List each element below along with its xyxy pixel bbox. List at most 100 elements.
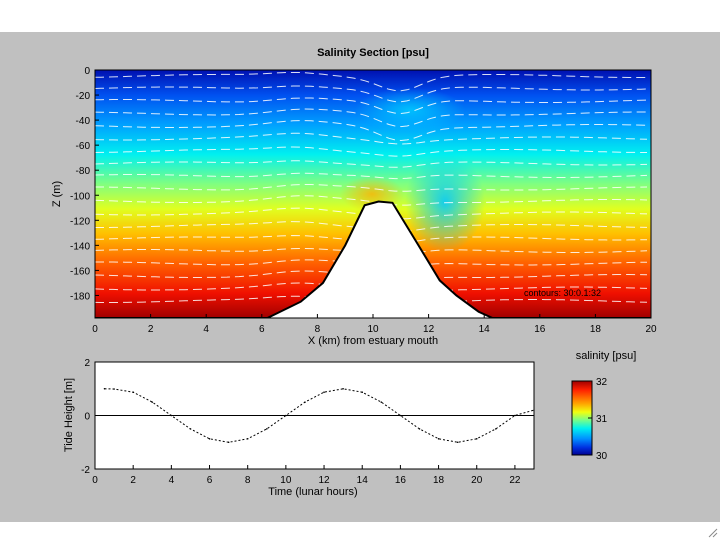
tide-y-label: Tide Height [m] (63, 378, 75, 452)
tide-x-axis: 0 2 4 6 8 10 12 14 16 18 20 22 (92, 465, 521, 486)
tide-x-tick-label: 22 (509, 475, 521, 486)
tide-point (533, 409, 534, 411)
contour-line (95, 195, 648, 206)
top-y-tick-label: 0 (84, 66, 90, 77)
top-x-tick-label: 12 (423, 324, 435, 335)
tide-x-tick-label: 6 (207, 475, 213, 486)
figure-window: Salinity Section [psu] contours: 30:0.1:… (0, 32, 720, 522)
top-y-tick-label: -40 (76, 116, 91, 127)
colorbar-label: salinity [psu] (576, 350, 637, 362)
contour-line (95, 221, 648, 232)
tide-point (246, 437, 249, 440)
top-x-tick-label: 6 (259, 324, 265, 335)
tide-y-tick-label: -2 (81, 465, 90, 476)
top-title: Salinity Section [psu] (317, 47, 429, 59)
top-y-tick-label: -100 (70, 191, 90, 202)
top-y-tick-label: -140 (70, 241, 90, 252)
contour-line (95, 85, 648, 103)
tide-point (514, 414, 516, 417)
top-x-tick-label: 16 (534, 324, 546, 335)
tide-x-tick-label: 8 (245, 475, 251, 486)
contour-line (95, 97, 648, 115)
tide-x-tick-label: 16 (395, 475, 407, 486)
top-x-tick-label: 4 (203, 324, 209, 335)
tide-x-label: Time (lunar hours) (268, 486, 357, 498)
tide-y-tick-label: 2 (84, 358, 90, 369)
tide-x-tick-label: 18 (433, 475, 445, 486)
top-x-tick-label: 8 (315, 324, 321, 335)
tide-point (189, 428, 192, 430)
contour-annotation: contours: 30:0.1:32 (524, 288, 601, 298)
tide-point (265, 428, 268, 430)
colorbar-tick-label: 30 (596, 451, 608, 462)
tide-y-axis: 2 0 -2 (81, 358, 99, 476)
tide-point (304, 401, 306, 403)
contour-line (95, 146, 647, 157)
contour-line (95, 108, 647, 128)
tide-point (456, 441, 459, 444)
top-x-tick-label: 10 (367, 324, 379, 335)
tide-point (475, 437, 478, 440)
resize-grip-icon[interactable] (706, 526, 718, 538)
tide-point (342, 387, 344, 390)
top-y-tick-label: -160 (70, 266, 90, 277)
contour-line (95, 172, 648, 180)
top-x-tick-label: 20 (645, 324, 657, 335)
salinity-field (95, 70, 651, 318)
tide-x-tick-label: 12 (318, 475, 330, 486)
tide-point (132, 391, 134, 394)
tide-point (495, 428, 497, 430)
contour-line (95, 184, 648, 192)
contour-line (95, 132, 648, 145)
top-y-tick-label: -20 (76, 91, 91, 102)
contour-line (95, 282, 648, 294)
top-x-tick-label: 14 (479, 324, 491, 335)
contour-line (95, 207, 648, 220)
tide-point (285, 414, 287, 417)
tide-x-tick-label: 20 (471, 475, 483, 486)
contour-line (95, 295, 648, 308)
figure-canvas: Salinity Section [psu] contours: 30:0.1:… (51, 47, 657, 498)
tide-point (323, 391, 325, 394)
contour-line (95, 160, 648, 168)
tide-y-tick-label: 0 (84, 412, 90, 423)
tide-point (170, 414, 173, 417)
contour-line (95, 270, 648, 281)
colorbar-tick-label: 32 (596, 377, 608, 388)
bathymetry-ridge (95, 200, 651, 318)
tide-x-tick-label: 0 (92, 475, 98, 486)
top-x-label: X (km) from estuary mouth (308, 335, 438, 347)
top-x-tick-label: 2 (148, 324, 154, 335)
tide-x-tick-label: 2 (130, 475, 136, 486)
top-y-axis: 0 -20 -40 -60 -80 -100 -120 -140 -160 -180 (70, 66, 99, 302)
top-x-axis: 0 2 4 6 8 10 12 14 16 18 20 (92, 314, 657, 335)
tide-series (103, 387, 534, 444)
tide-point (418, 428, 421, 430)
contour-line (95, 234, 648, 244)
contour-line (95, 259, 648, 267)
tide-point (208, 437, 211, 440)
tide-point (103, 387, 106, 390)
tide-x-tick-label: 4 (169, 475, 175, 486)
tide-line (104, 388, 534, 443)
tide-point (380, 401, 383, 403)
contour-line (95, 72, 647, 92)
top-y-tick-label: -180 (70, 291, 90, 302)
contour-line (95, 120, 648, 142)
tide-point (151, 401, 154, 403)
top-y-tick-label: -60 (76, 141, 91, 152)
top-x-tick-label: 18 (590, 324, 602, 335)
tide-point (227, 441, 230, 444)
tide-x-tick-label: 14 (357, 475, 369, 486)
top-y-tick-label: -120 (70, 216, 90, 227)
tide-point (399, 414, 402, 417)
contour-line (95, 248, 648, 255)
tide-point (437, 437, 440, 440)
tide-x-tick-label: 10 (280, 475, 292, 486)
top-y-label: Z (m) (51, 181, 63, 207)
colorbar-tick-label: 31 (596, 414, 608, 425)
tide-point (361, 391, 364, 394)
contour-lines (95, 72, 648, 308)
tide-point (113, 388, 115, 390)
top-x-tick-label: 0 (92, 324, 98, 335)
